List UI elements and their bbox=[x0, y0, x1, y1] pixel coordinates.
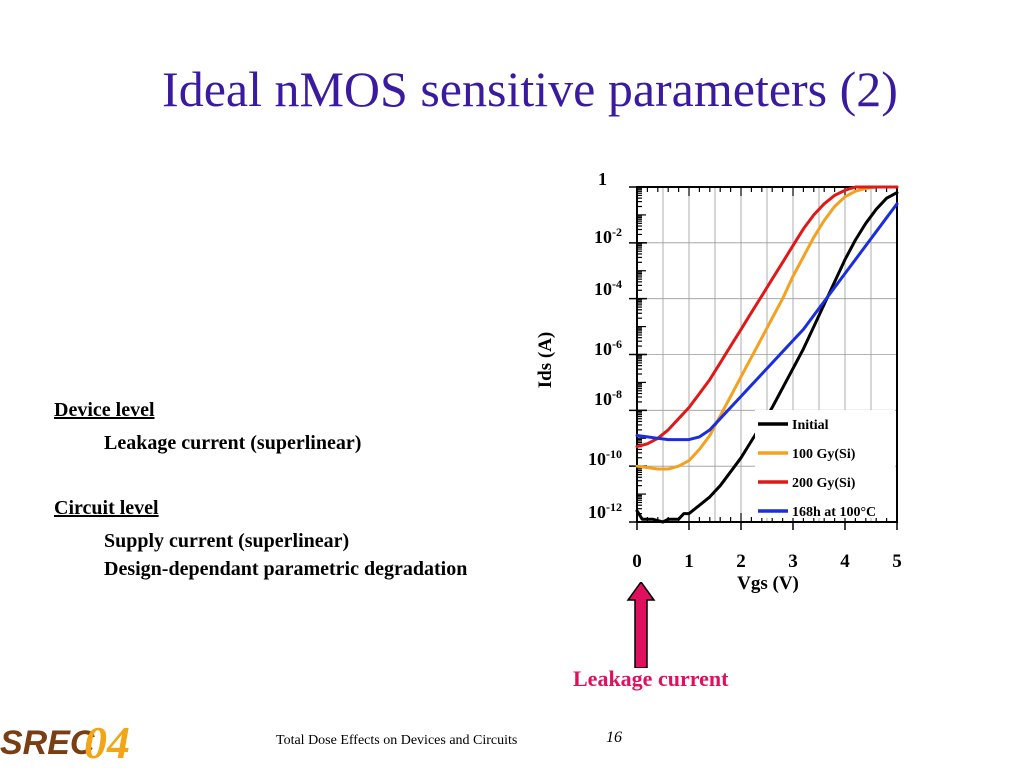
y-tick-label: 10-12 bbox=[588, 500, 622, 522]
x-tick-label: 5 bbox=[892, 551, 902, 572]
legend-label: 100 Gy(Si) bbox=[792, 447, 856, 462]
y-tick-label: 10-8 bbox=[594, 387, 622, 409]
x-tick-label: 0 bbox=[632, 551, 642, 572]
y-tick-label: 1 bbox=[598, 169, 607, 189]
x-tick-label: 1 bbox=[684, 551, 694, 572]
legend-label: 200 Gy(Si) bbox=[792, 476, 856, 491]
y-tick-label: 10-4 bbox=[594, 277, 622, 299]
arrow-up-icon bbox=[626, 582, 656, 668]
circuit-level-heading: Circuit level bbox=[54, 497, 159, 519]
series-line-4 bbox=[635, 202, 899, 442]
x-axis-label: Vgs (V) bbox=[737, 573, 799, 594]
footer-text: Total Dose Effects on Devices and Circui… bbox=[276, 733, 518, 748]
legend-label: Initial bbox=[792, 418, 829, 433]
design-degradation-item: Design-dependant parametric degradation bbox=[104, 558, 468, 580]
supply-current-item: Supply current (superlinear) bbox=[104, 530, 350, 552]
svg-text:04: 04 bbox=[84, 718, 130, 768]
series-line-3 bbox=[635, 185, 899, 449]
y-tick-label: 10-2 bbox=[594, 225, 622, 247]
series-line-2 bbox=[635, 185, 899, 471]
y-tick-label: 10-10 bbox=[588, 447, 622, 469]
leakage-current-annotation: Leakage current bbox=[573, 666, 729, 691]
leakage-current-item: Leakage current (superlinear) bbox=[104, 432, 362, 454]
device-level-heading: Device level bbox=[54, 399, 155, 421]
y-tick-label: 10-6 bbox=[594, 337, 622, 359]
x-tick-label: 2 bbox=[736, 551, 746, 572]
srec-logo: SREC 04 bbox=[0, 718, 130, 768]
x-tick-label: 3 bbox=[788, 551, 798, 572]
slide-title: Ideal nMOS sensitive parameters (2) bbox=[162, 61, 898, 117]
x-tick-label: 4 bbox=[840, 551, 850, 572]
legend-box bbox=[755, 410, 895, 518]
svg-text:SREC: SREC bbox=[0, 724, 95, 762]
y-axis-label: Ids (A) bbox=[535, 332, 556, 388]
legend-label: 168h at 100°C bbox=[792, 505, 876, 520]
page-number: 16 bbox=[606, 729, 622, 746]
bullet-list: Device level Leakage current (superlinea… bbox=[54, 396, 467, 588]
